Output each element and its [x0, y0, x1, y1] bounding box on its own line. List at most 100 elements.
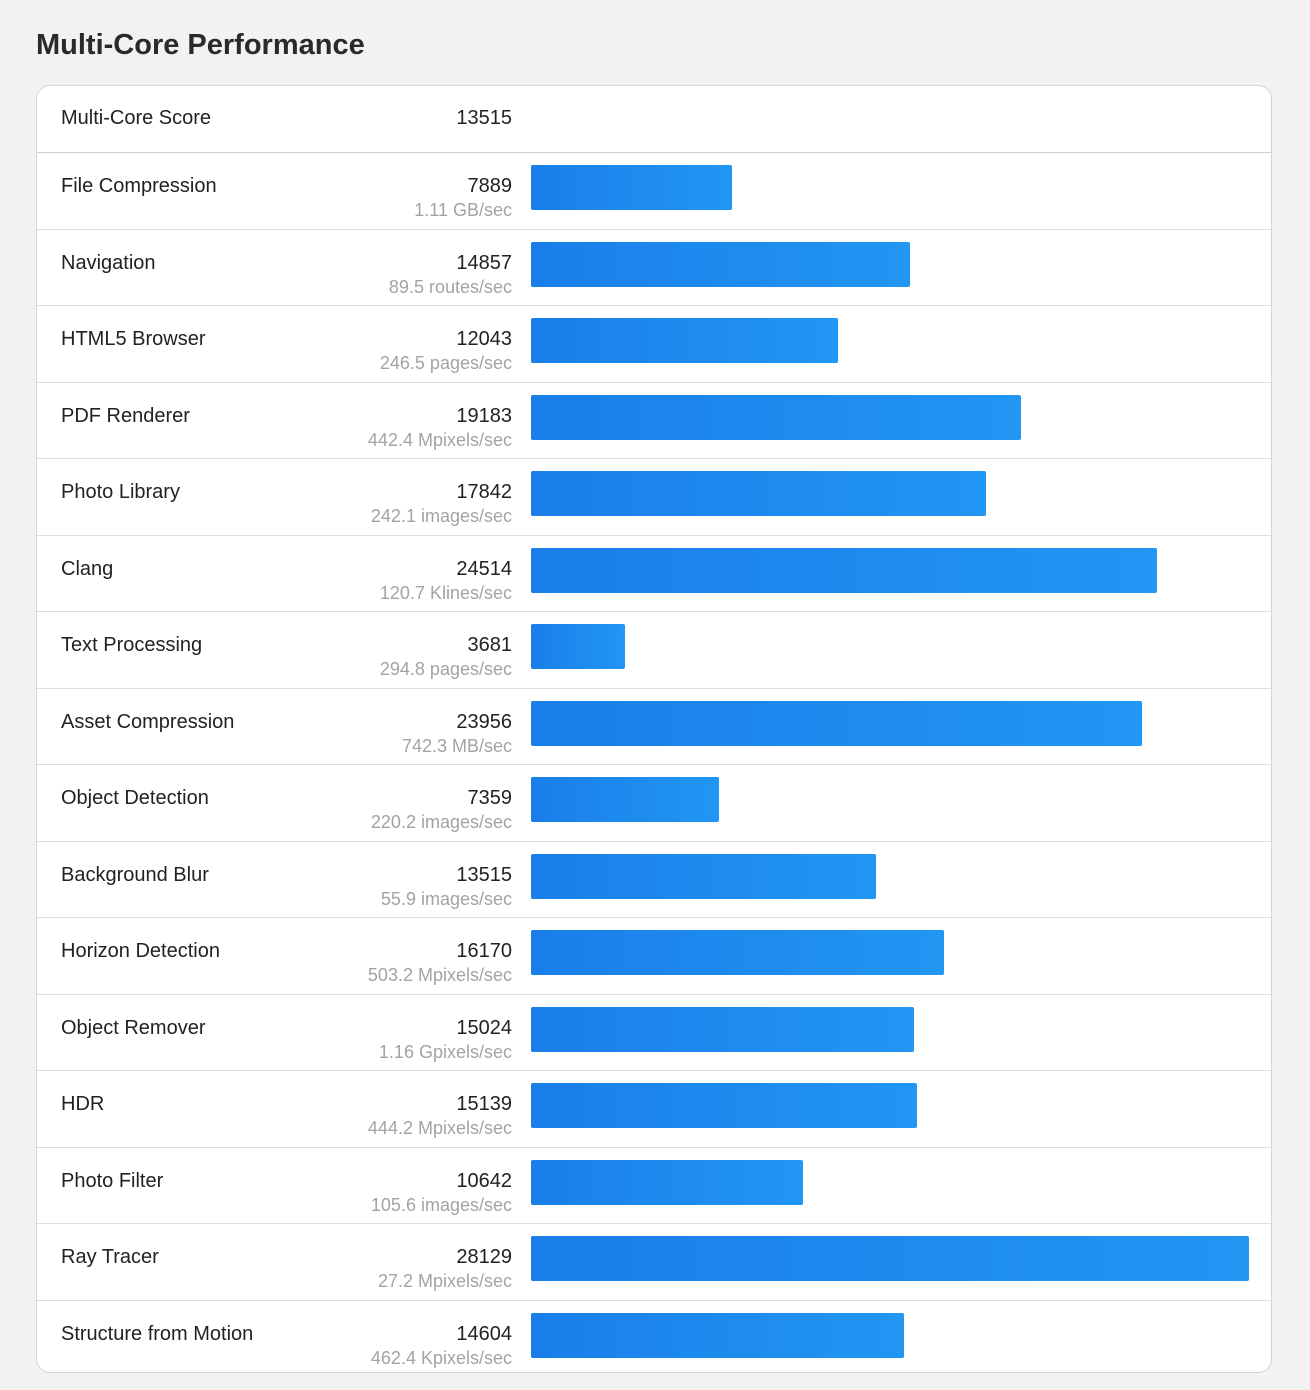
benchmark-row-object-detection: Object Detection 7359 220.2 images/sec	[37, 765, 1271, 842]
bar-track	[531, 318, 1249, 363]
benchmark-name: Clang	[61, 557, 114, 580]
benchmark-row-structure-from-motion: Structure from Motion 14604 462.4 Kpixels/…	[37, 1301, 1271, 1373]
bar-track	[531, 700, 1249, 746]
benchmark-rate: 1.11 GB/sec	[414, 200, 512, 220]
benchmark-score: 13515	[456, 863, 512, 886]
benchmark-rows: File Compression 7889 1.11 GB/sec Navigatio…	[37, 153, 1271, 1373]
bar-object-detection	[531, 777, 719, 822]
benchmark-row-object-remover: Object Remover 15024 1.16 Gpixels/sec	[37, 995, 1271, 1071]
bar-track	[531, 777, 1249, 822]
benchmark-score: 17842	[456, 481, 512, 503]
benchmark-name: PDF Renderer	[61, 404, 190, 427]
benchmark-name: File Compression	[61, 175, 217, 197]
bar-track	[531, 1312, 1249, 1358]
bar-structure-from-motion	[531, 1312, 904, 1358]
benchmark-rate: 89.5 routes/sec	[388, 276, 512, 297]
bar-file-compression	[531, 165, 732, 210]
benchmark-row-clang: Clang 24514 120.7 Klines/sec	[37, 536, 1271, 612]
bar-navigation	[531, 241, 910, 287]
benchmark-rate: 742.3 MB/sec	[401, 735, 512, 756]
benchmark-score: 7889	[467, 175, 513, 197]
bar-track	[531, 394, 1249, 440]
bar-photo-filter	[531, 1159, 803, 1205]
benchmark-score: 12043	[456, 328, 512, 350]
benchmark-row-file-compression: File Compression 7889 1.11 GB/sec	[37, 153, 1271, 230]
benchmark-name: Object Remover	[61, 1016, 206, 1039]
benchmark-row-navigation: Navigation 14857 89.5 routes/sec	[37, 230, 1271, 306]
bar-hdr	[531, 1083, 917, 1128]
bar-photo-library	[531, 471, 986, 516]
benchmark-rate: 462.4 Kpixels/sec	[370, 1347, 512, 1368]
multi-core-score-value: 13515	[456, 107, 512, 129]
benchmark-rate: 220.2 images/sec	[370, 812, 512, 832]
benchmark-rate: 55.9 images/sec	[380, 888, 512, 909]
benchmark-name: Navigation	[61, 251, 156, 274]
benchmark-name: Ray Tracer	[61, 1246, 159, 1268]
page-title: Multi-Core Performance	[36, 29, 365, 61]
bar-html5-browser	[531, 318, 838, 363]
bar-object-remover	[531, 1006, 914, 1052]
benchmark-rate: 105.6 images/sec	[370, 1194, 512, 1215]
benchmark-name: HTML5 Browser	[61, 328, 206, 350]
bar-text-processing	[531, 624, 625, 669]
bar-track	[531, 853, 1249, 899]
benchmark-score: 15024	[456, 1016, 512, 1039]
benchmark-rate: 242.1 images/sec	[370, 506, 512, 526]
bar-track	[531, 930, 1249, 975]
benchmark-rate: 503.2 Mpixels/sec	[367, 965, 512, 985]
benchmark-row-horizon-detection: Horizon Detection 16170 503.2 Mpixels/sec	[37, 918, 1271, 995]
multi-core-score-label: Multi-Core Score	[61, 107, 212, 129]
benchmark-score: 10642	[456, 1169, 512, 1192]
benchmark-score: 16170	[456, 940, 512, 962]
benchmark-score: 3681	[467, 634, 513, 656]
bar-track	[531, 1083, 1249, 1128]
benchmark-row-photo-library: Photo Library 17842 242.1 images/sec	[37, 459, 1271, 536]
bar-clang	[531, 547, 1157, 593]
benchmark-score: 15139	[456, 1093, 512, 1115]
benchmark-name: Photo Filter	[61, 1169, 164, 1192]
bar-pdf-renderer	[531, 394, 1021, 440]
bar-asset-compression	[531, 700, 1142, 746]
benchmark-name: Object Detection	[61, 787, 209, 809]
benchmark-row-asset-compression: Asset Compression 23956 742.3 MB/sec	[37, 689, 1271, 765]
bar-track	[531, 1236, 1249, 1281]
benchmark-row-background-blur: Background Blur 13515 55.9 images/sec	[37, 842, 1271, 918]
benchmark-rate: 294.8 pages/sec	[379, 659, 512, 679]
benchmark-score: 19183	[456, 404, 512, 427]
benchmark-name: HDR	[61, 1093, 105, 1115]
bar-ray-tracer	[531, 1236, 1249, 1281]
benchmark-row-text-processing: Text Processing 3681 294.8 pages/sec	[37, 612, 1271, 689]
benchmark-score: 23956	[456, 710, 512, 733]
bar-track	[531, 1006, 1249, 1052]
benchmark-row-ray-tracer: Ray Tracer 28129 27.2 Mpixels/sec	[37, 1224, 1271, 1301]
benchmark-row-pdf-renderer: PDF Renderer 19183 442.4 Mpixels/sec	[37, 383, 1271, 459]
benchmark-score: 14857	[456, 251, 512, 274]
bar-track	[531, 165, 1249, 210]
benchmark-rate: 246.5 pages/sec	[379, 353, 512, 373]
benchmark-name: Text Processing	[61, 634, 203, 656]
benchmark-score: 7359	[467, 787, 513, 809]
benchmark-score: 14604	[456, 1322, 512, 1345]
benchmark-row-hdr: HDR 15139 444.2 Mpixels/sec	[37, 1071, 1271, 1148]
benchmark-rate: 1.16 Gpixels/sec	[378, 1041, 512, 1062]
benchmark-name: Photo Library	[61, 481, 180, 503]
benchmark-score: 24514	[456, 557, 512, 580]
benchmark-rate: 444.2 Mpixels/sec	[367, 1118, 512, 1138]
benchmark-row-photo-filter: Photo Filter 10642 105.6 images/sec	[37, 1148, 1271, 1224]
bar-track	[531, 547, 1249, 593]
benchmark-name: Horizon Detection	[61, 940, 220, 962]
benchmark-name: Asset Compression	[61, 710, 235, 733]
bar-horizon-detection	[531, 930, 944, 975]
benchmark-rate: 442.4 Mpixels/sec	[367, 429, 512, 450]
bar-track	[531, 1159, 1249, 1205]
bar-track	[531, 624, 1249, 669]
benchmark-rate: 120.7 Klines/sec	[379, 582, 512, 603]
multi-core-score-row: Multi-Core Score 13515	[37, 86, 1271, 153]
benchmark-rate: 27.2 Mpixels/sec	[377, 1271, 512, 1291]
benchmark-row-html5-browser: HTML5 Browser 12043 246.5 pages/sec	[37, 306, 1271, 383]
benchmark-name: Background Blur	[61, 863, 209, 886]
benchmark-table: Multi-Core Score 13515 File Compression 7…	[36, 85, 1272, 1373]
benchmark-name: Structure from Motion	[61, 1322, 254, 1345]
bar-track	[531, 471, 1249, 516]
bar-track	[531, 241, 1249, 287]
